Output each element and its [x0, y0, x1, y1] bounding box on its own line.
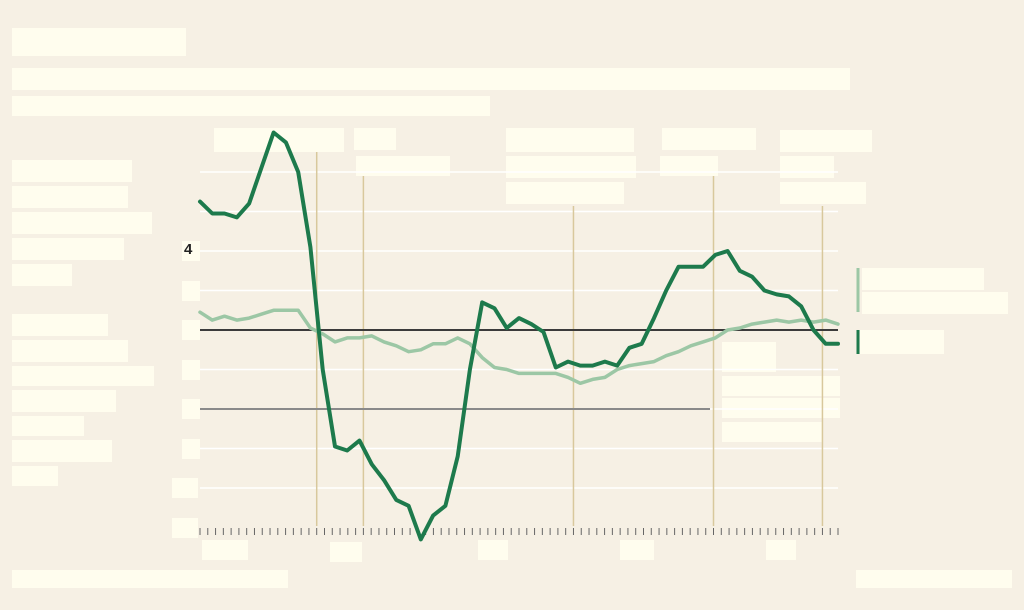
x-tick-label-1: [202, 540, 248, 560]
left-note-1e: [12, 264, 72, 286]
y-tick-label: [182, 320, 200, 340]
inline-note-2: [722, 376, 840, 396]
legend-dark-label: [862, 268, 984, 290]
left-note-2e: [12, 416, 84, 436]
inline-note-3: [722, 398, 840, 418]
y-tick-label: [182, 359, 200, 380]
x-tick-label-5: [766, 540, 796, 560]
left-note-2c: [12, 366, 154, 386]
annotation-box-5a: [780, 130, 872, 152]
series-lines: [198, 130, 840, 542]
x-tick-label-2: [330, 542, 362, 562]
left-note-1a: [12, 160, 132, 182]
left-note-2g: [12, 466, 58, 486]
x-axis-ticks: [199, 528, 839, 535]
legend-light-label: [860, 330, 944, 354]
source-note-redacted: [12, 570, 288, 588]
left-note-2b: [12, 340, 128, 362]
inline-note-4: [722, 422, 822, 442]
chart-subtitle-redacted: [12, 68, 850, 90]
y-tick-label: [182, 438, 200, 459]
annotation-box-4b: [660, 156, 718, 176]
annotation-box-5c: [780, 182, 866, 204]
chart-title-redacted: [12, 28, 186, 56]
annotation-box-4a: [662, 128, 756, 150]
left-note-2f: [12, 440, 112, 462]
y-tick-label: [182, 280, 200, 301]
y-tick-label: [182, 399, 200, 419]
chart-subtitle-line2-redacted: [12, 96, 490, 116]
annotation-box-3c: [506, 182, 624, 204]
left-note-1d: [12, 238, 124, 260]
y-tick-label: [182, 241, 200, 261]
x-tick-label-3: [478, 540, 508, 560]
x-tick-label-4: [620, 540, 654, 560]
left-note-2a: [12, 314, 108, 336]
left-note-2d: [12, 390, 116, 412]
annotation-box-3a: [506, 128, 634, 152]
left-note-1b: [12, 186, 128, 208]
legend-dark-label-2: [862, 292, 1008, 314]
series-line-light: [198, 308, 840, 386]
annotation-box-2b: [356, 156, 450, 176]
y-tick-label-4: 4: [184, 241, 193, 258]
y-tick-label: [172, 478, 198, 498]
series-line-dark: [198, 130, 840, 542]
y-tick-label: [172, 517, 198, 538]
annotation-box-1: [214, 128, 344, 152]
annotation-box-2a: [354, 128, 396, 150]
inline-note-1: [722, 342, 776, 372]
left-note-1c: [12, 212, 152, 234]
credit-redacted: [856, 570, 1012, 588]
event-lines: [315, 152, 824, 526]
